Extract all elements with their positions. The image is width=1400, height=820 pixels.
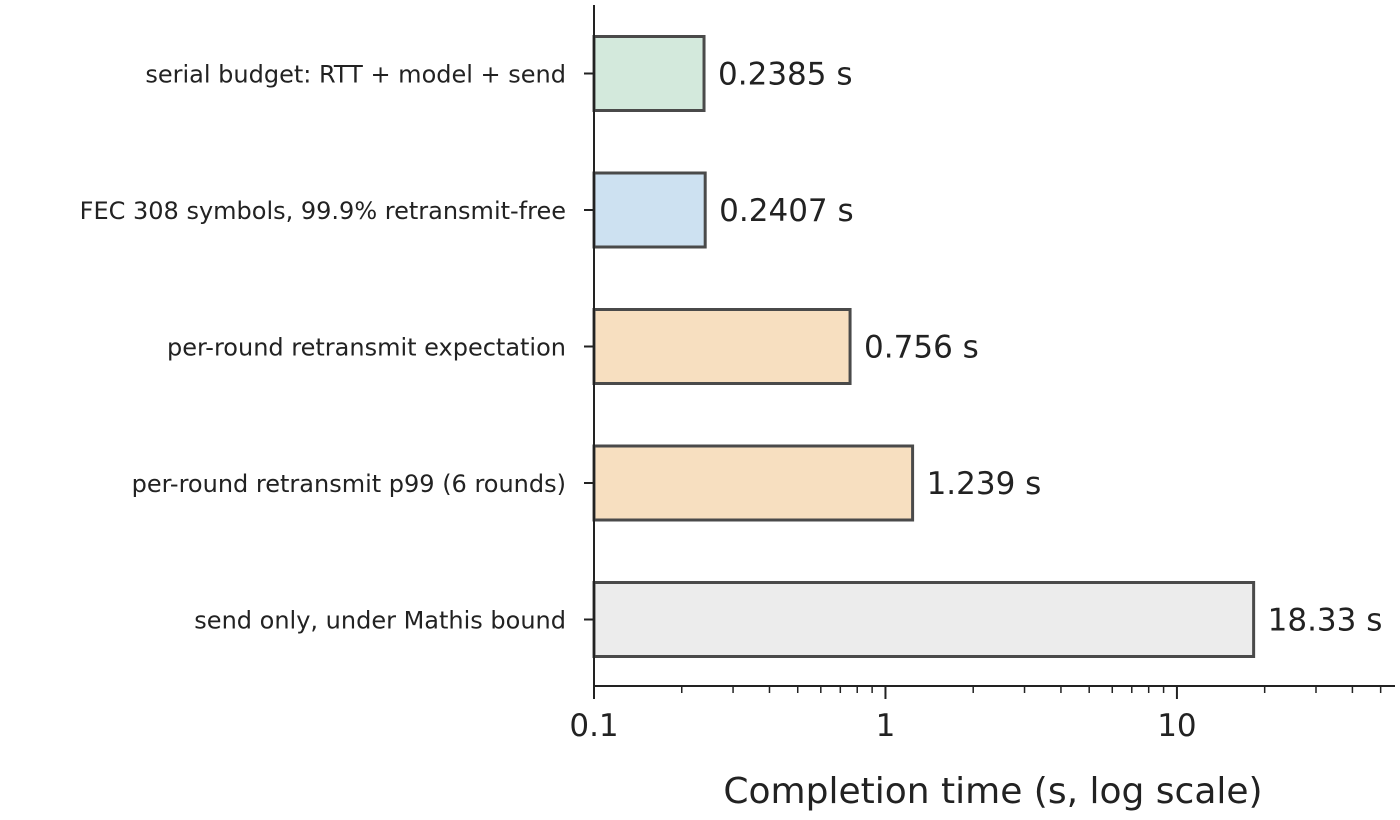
bar-3 — [592, 444, 915, 522]
bar-1 — [592, 171, 707, 249]
category-label-3: per-round retransmit p99 (6 rounds) — [132, 470, 566, 498]
value-label-4: 18.33 s — [1268, 603, 1383, 639]
value-label-1: 0.2407 s — [719, 193, 853, 229]
bar-2 — [592, 308, 852, 385]
axes-layer: 0.1 1 10 — [569, 5, 1395, 744]
value-label-3: 1.239 s — [927, 466, 1042, 502]
x-tick-label-2: 10 — [1157, 708, 1196, 744]
category-label-4: send only, under Mathis bound — [194, 607, 566, 635]
x-tick-label-0: 0.1 — [569, 708, 618, 744]
x-axis-title: Completion time (s, log scale) — [723, 771, 1262, 812]
category-label-2: per-round retransmit expectation — [167, 334, 566, 362]
value-label-2: 0.756 s — [864, 330, 979, 366]
category-label-1: FEC 308 symbols, 99.9% retransmit-free — [80, 197, 566, 225]
bar-4 — [592, 581, 1256, 658]
x-tick-label-1: 1 — [876, 708, 896, 744]
category-label-0: serial budget: RTT + model + send — [145, 61, 566, 89]
bars-layer — [592, 35, 1256, 658]
labels-layer: 0.2385 s serial budget: RTT + model + sen… — [80, 57, 1383, 639]
value-label-0: 0.2385 s — [718, 57, 852, 93]
bar-0 — [592, 35, 706, 112]
